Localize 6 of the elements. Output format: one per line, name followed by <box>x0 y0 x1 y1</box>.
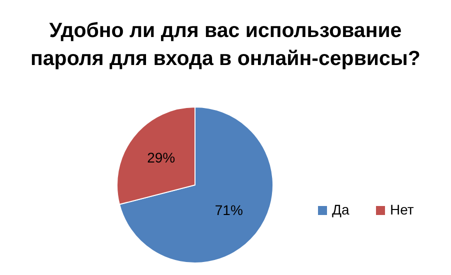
chart-title: Удобно ли для вас использование пароля для входа в онлайн-сервисы? <box>30 19 420 70</box>
data-label: 71% <box>214 202 243 218</box>
pie-slice <box>118 106 274 264</box>
legend-label: Нет <box>390 202 414 218</box>
data-label: 29% <box>147 149 176 166</box>
legend-label: Да <box>332 202 350 218</box>
